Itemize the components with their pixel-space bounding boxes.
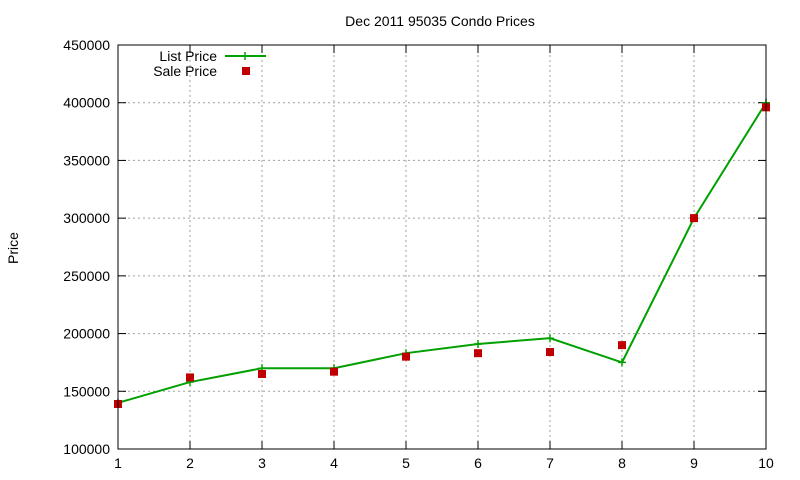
sale-price-point (402, 352, 410, 361)
x-tick-label: 3 (258, 455, 266, 471)
x-tick-label: 2 (186, 455, 194, 471)
y-tick-label: 450000 (63, 37, 110, 53)
y-tick-label: 400000 (63, 95, 110, 111)
y-tick-label: 300000 (63, 210, 110, 226)
x-tick-label: 5 (402, 455, 410, 471)
x-tick-label: 6 (474, 455, 482, 471)
legend-marker-list-price (241, 52, 249, 60)
chart-title: Dec 2011 95035 Condo Prices (345, 13, 535, 29)
plot-frame (117, 44, 767, 450)
sale-price-point (330, 367, 338, 376)
sale-price-point (186, 373, 194, 382)
sale-price-point (258, 369, 266, 378)
y-tick-label: 200000 (63, 326, 110, 342)
x-tick-label: 1 (114, 455, 122, 471)
y-tick-label: 250000 (63, 268, 110, 284)
list-price-point (618, 358, 626, 367)
y-tick-label: 100000 (63, 441, 110, 457)
legend-label-list-price: List Price (159, 48, 217, 64)
y-axis-label: Price (5, 232, 21, 264)
x-tick-label: 8 (618, 455, 626, 471)
legend-label-sale-price: Sale Price (153, 63, 217, 79)
sale-price-point (546, 348, 554, 357)
sale-price-point (690, 214, 698, 223)
y-tick-label: 150000 (63, 383, 110, 399)
x-tick-label: 7 (546, 455, 554, 471)
y-tick-label: 350000 (63, 152, 110, 168)
x-tick-label: 4 (330, 455, 338, 471)
x-tick-label: 10 (758, 455, 774, 471)
list-price-line (117, 102, 767, 404)
legend-swatch-sale-price (242, 67, 250, 75)
x-tick-label: 9 (690, 455, 698, 471)
sale-price-point (474, 349, 482, 358)
axis-ticks: 100000 150000 200000 250000 300000 350000 4000… (63, 37, 774, 471)
list-price-point (546, 334, 554, 343)
list-price-point (474, 339, 482, 348)
sale-price-point (618, 341, 626, 350)
grid-lines (118, 45, 766, 449)
series-layer (114, 98, 770, 408)
